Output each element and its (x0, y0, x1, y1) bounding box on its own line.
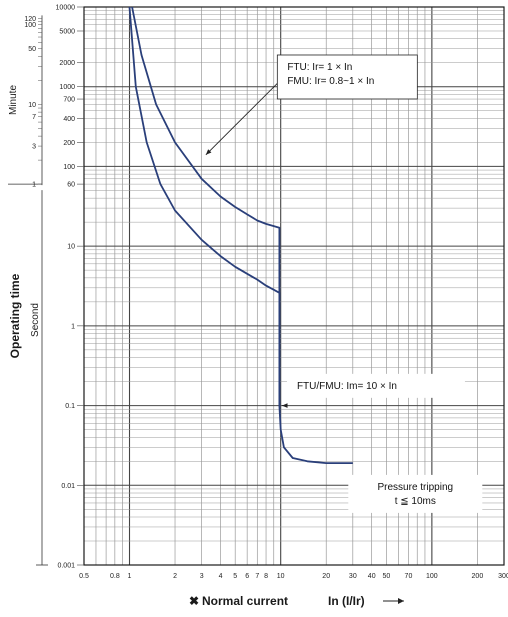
y-tick-label-second: 400 (63, 116, 75, 123)
x-tick-label: 5 (233, 573, 237, 580)
annotation-box (276, 54, 418, 100)
x-tick-label: 3 (200, 573, 204, 580)
y-tick-label-minute: 1 (32, 182, 36, 189)
y-tick-label-minute: 3 (32, 144, 36, 151)
y-tick-label-second: 100 (63, 164, 75, 171)
y-tick-label-minute: 120 (24, 16, 36, 23)
x-axis-marker: ✖ (189, 594, 199, 608)
minute-scale-label: Minute (8, 85, 19, 115)
y-tick-label-second: 0.01 (61, 483, 75, 490)
y-tick-label-minute: 100 (24, 22, 36, 29)
y-tick-label-second: 10 (67, 244, 75, 251)
y-tick-label-second: 1000 (59, 84, 75, 91)
annotation-arrowhead (205, 149, 212, 155)
annotation-text: t ≦ 10ms (395, 496, 436, 507)
x-tick-label: 300 (498, 573, 508, 580)
annotation-leader (205, 83, 278, 156)
y-tick-label-second: 200 (63, 140, 75, 147)
x-tick-label: 70 (405, 573, 413, 580)
x-tick-labels: 0.5 0.8 1 2 3 4 5 6 7 8 10 20 30 40 50 70 100 200 300 (79, 573, 508, 604)
x-axis-unit: In (I/Ir) (328, 594, 365, 608)
x-tick-label: 1 (128, 573, 132, 580)
y-tick-label-second: 700 (63, 97, 75, 104)
y-tick-label-second: 0.001 (57, 563, 75, 570)
x-tick-label: 0.8 (110, 573, 120, 580)
y-tick-label-second: 5000 (59, 28, 75, 35)
series-group (128, 6, 353, 465)
x-tick-label: 40 (368, 573, 376, 580)
x-tick-label: 200 (472, 573, 484, 580)
y-tick-label-second: 60 (67, 182, 75, 189)
x-tick-label: 30 (349, 573, 357, 580)
series-line-2 (128, 6, 281, 406)
y-tick-label-second: 2000 (59, 60, 75, 67)
x-tick-label: 20 (322, 573, 330, 580)
y-tick-label-second: 0.1 (65, 403, 75, 410)
annotation-box (286, 373, 465, 398)
x-tick-label: 6 (245, 573, 249, 580)
annotation-text: FTU: Ir= 1 × In (287, 62, 352, 73)
x-axis-title: ✖ Normal current In (I/Ir) (189, 594, 365, 608)
annotation-text: FMU: Ir= 0.8~1 × In (287, 76, 374, 87)
x-tick-label: 100 (426, 573, 438, 580)
y-tick-label-minute: 50 (28, 46, 36, 53)
y-tick-label-minute: 7 (32, 114, 36, 121)
annotations: FTU: Ir= 1 × In FMU: Ir= 0.8~1 × In FTU/FM… (205, 54, 483, 513)
second-scale-label: Second (30, 303, 41, 337)
annotation-text: FTU/FMU: Im= 10 × In (297, 381, 397, 392)
y-tick-label-minute: 10 (28, 102, 36, 109)
plot-frame (83, 6, 505, 566)
x-tick-label: 7 (255, 573, 259, 580)
x-tick-label: 0.5 (79, 573, 89, 580)
annotation-arrowhead (281, 403, 288, 408)
x-tick-label: 4 (219, 573, 223, 580)
x-tick-label: 10 (277, 573, 285, 580)
y-tick-labels: 10000 5000 2000 1000 700 400 200 100 60 10 1 0.1 0.0… (8, 5, 84, 570)
annotation-text: Pressure tripping (377, 482, 453, 493)
y-axis-title: Operating time (8, 273, 22, 358)
series-line-1 (131, 6, 353, 465)
y-tick-label-second: 1 (71, 323, 75, 330)
annotation-box (348, 474, 483, 513)
x-axis-arrowhead (398, 598, 404, 604)
x-axis-label: Normal current (202, 594, 288, 608)
x-tick-label: 8 (264, 573, 268, 580)
y-tick-label-second: 10000 (56, 5, 76, 12)
x-tick-label: 2 (173, 573, 177, 580)
x-tick-label: 50 (382, 573, 390, 580)
